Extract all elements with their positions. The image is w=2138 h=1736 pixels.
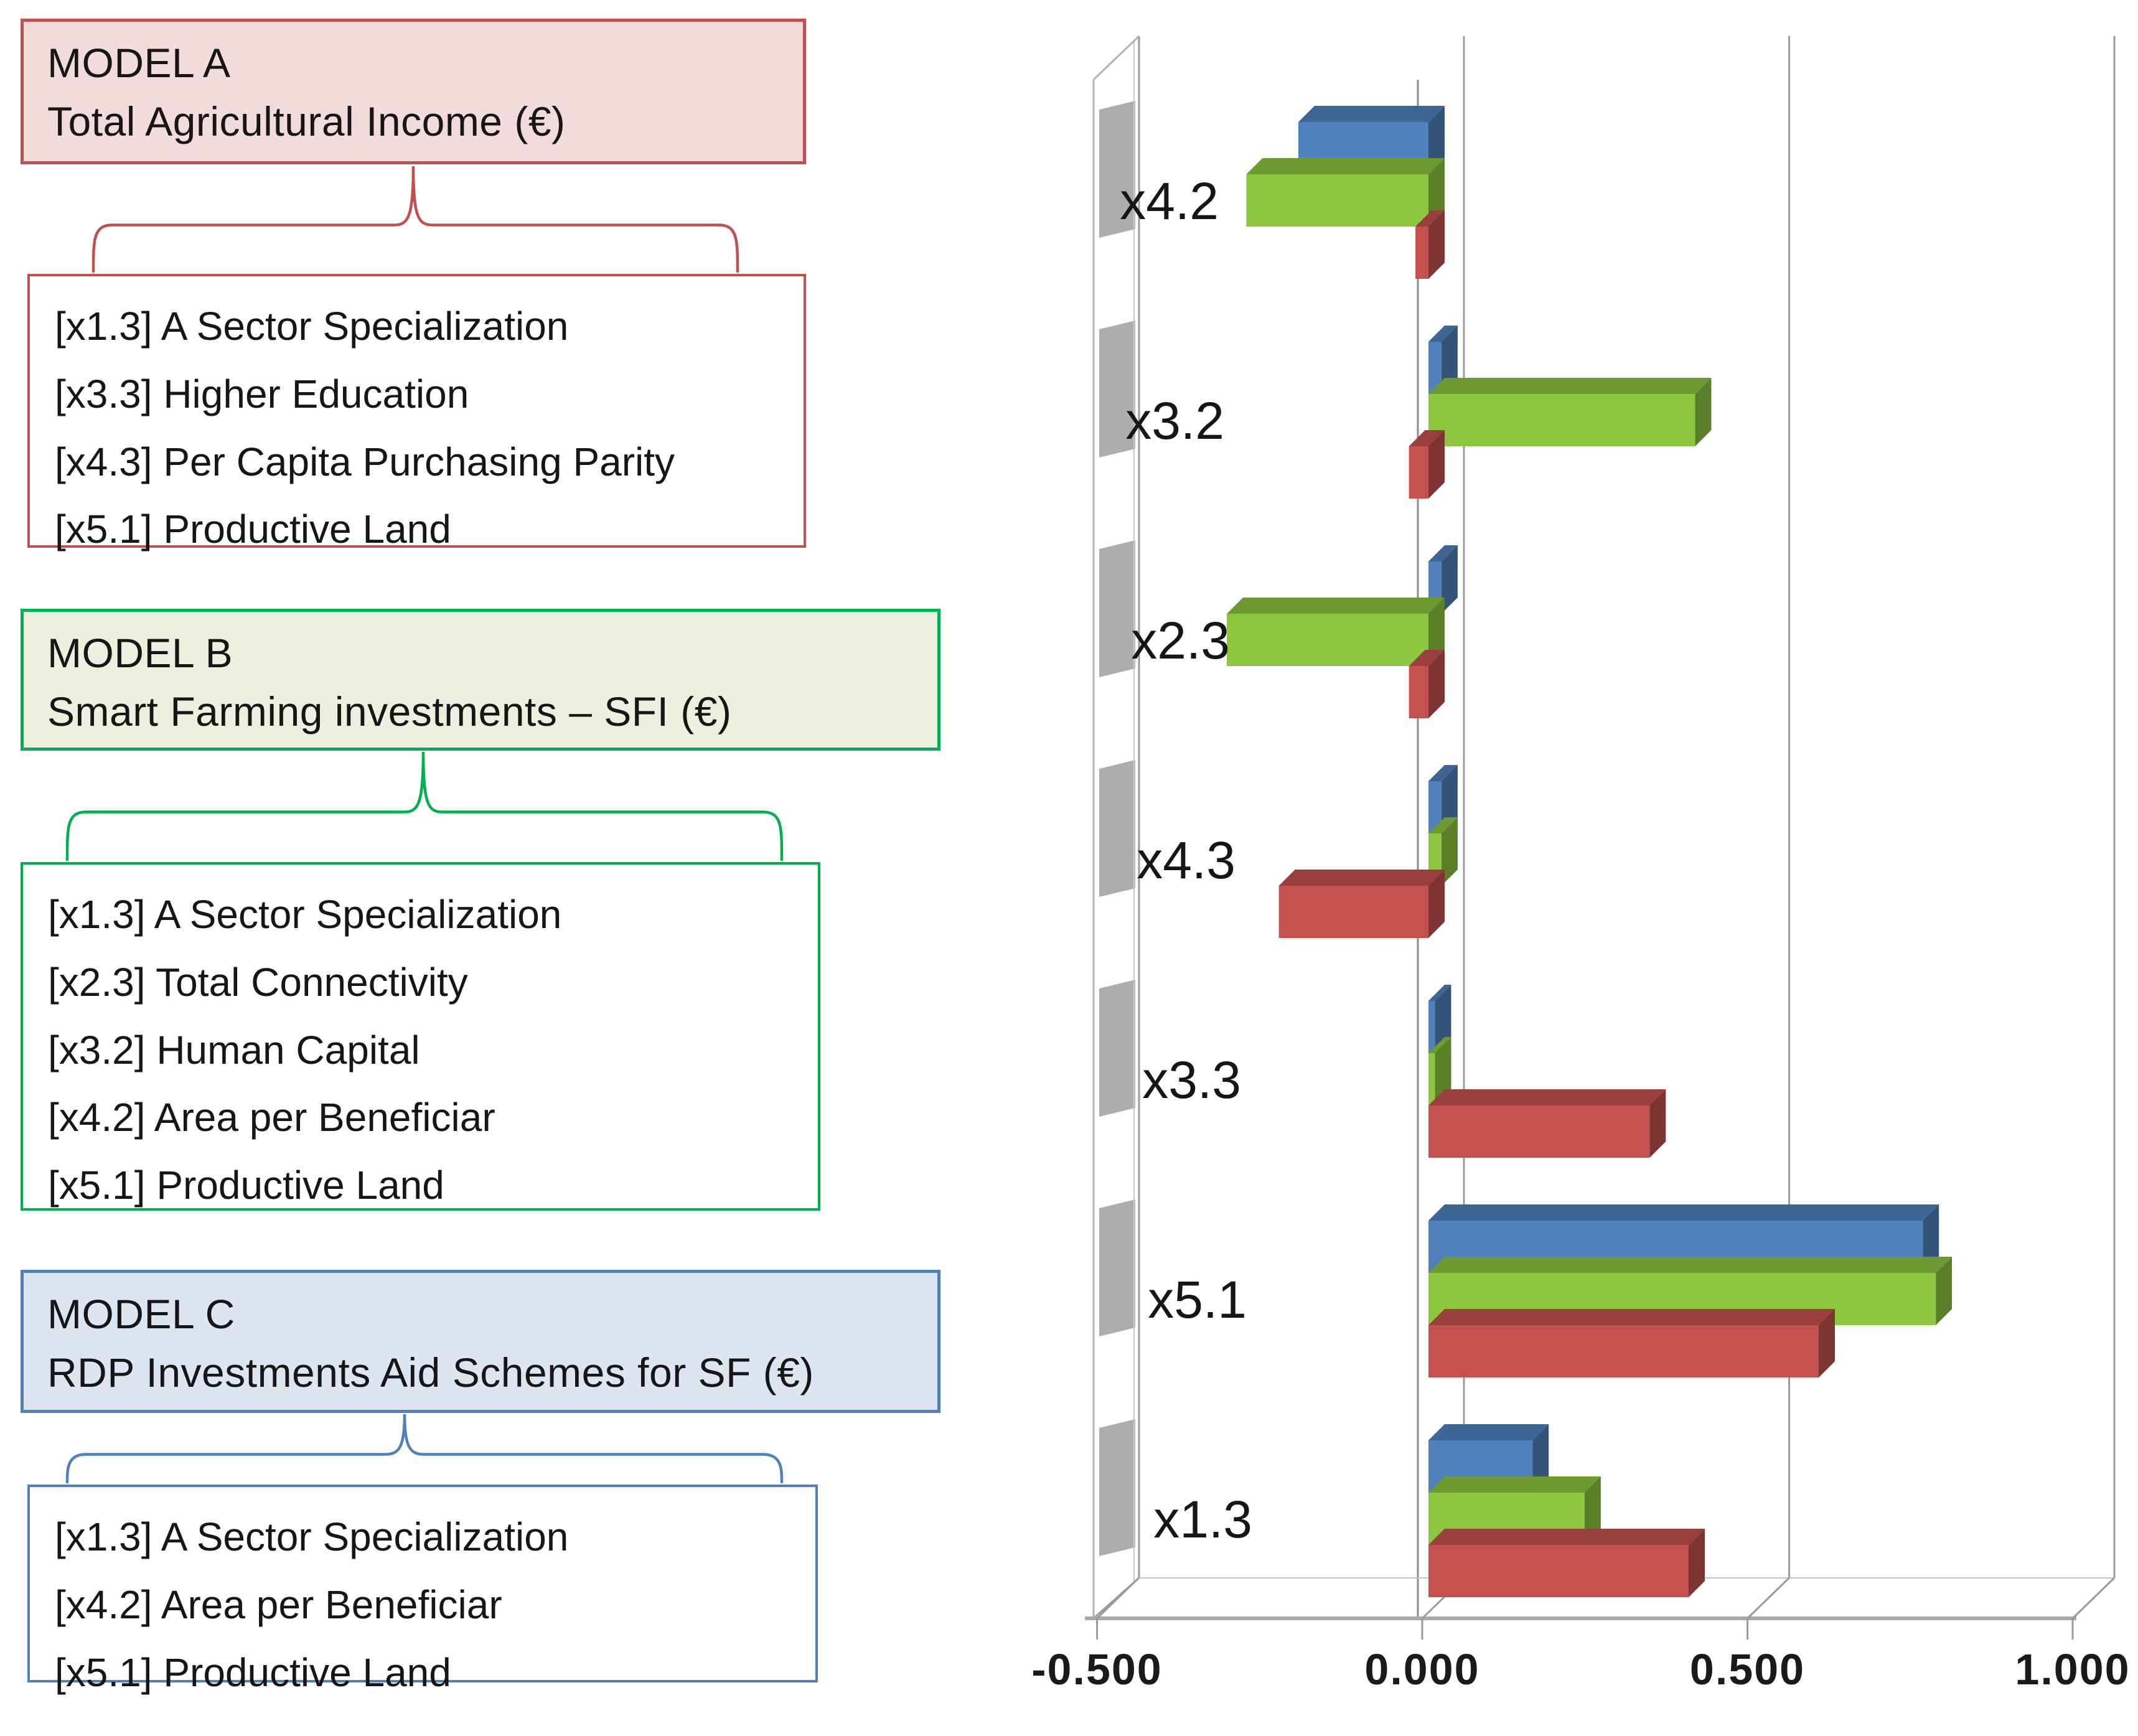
bar-x3.3-red — [1428, 1089, 1666, 1158]
floor-depth-line — [1747, 1577, 1790, 1620]
variable-item: [x3.2] Human Capital — [48, 1027, 420, 1072]
value-axis-labels: -0.500 0.000 0.500 1.000 — [1031, 1645, 2130, 1694]
x-axis-tick-label: 1.000 — [2015, 1645, 2130, 1694]
variable-item: [x4.2] Area per Beneficiar — [48, 1095, 495, 1140]
category-axis-labels: x4.2 x3.2 x2.3 x4.3 x3.3 x5.1 x1.3 — [1120, 172, 1252, 1549]
category-label-x3.3: x3.3 — [1142, 1051, 1241, 1109]
category-label-x3.2: x3.2 — [1125, 392, 1224, 450]
bar-x3.2-red — [1409, 430, 1445, 499]
chart-side-wall — [1092, 35, 1140, 1620]
x-axis-tick-label: -0.500 — [1031, 1645, 1162, 1694]
wall-segment — [1099, 760, 1135, 897]
variable-item: [x5.1] Productive Land — [48, 1163, 444, 1208]
variable-item: [x3.3] Higher Education — [55, 371, 469, 416]
model-c-box: MODEL C RDP Investments Aid Schemes for … — [21, 1270, 940, 1413]
bar-x4.2-green — [1246, 158, 1445, 227]
wall-segment — [1099, 101, 1135, 238]
bar-x3.2-green — [1428, 378, 1712, 446]
variable-item: [x2.3] Total Connectivity — [48, 959, 468, 1005]
model-a-box: MODEL A Total Agricultural Income (€) — [21, 19, 806, 164]
bar-x3.3-blue — [1428, 985, 1451, 1053]
bar-series-group — [1227, 106, 1953, 1597]
category-label-x2.3: x2.3 — [1131, 611, 1230, 670]
model-b-title: MODEL B — [47, 630, 233, 676]
wall-segment — [1099, 980, 1135, 1117]
bar-x2.3-green — [1227, 598, 1445, 666]
bar-x3.3-green — [1428, 1037, 1451, 1105]
bar-x3.2-blue — [1428, 326, 1458, 394]
bar-x4.3-red — [1278, 870, 1445, 938]
model-a-variable-list: [x1.3] A Sector Specialization [x3.3] Hig… — [27, 274, 806, 551]
model-a-variables: [x1.3] A Sector Specialization [x3.3] Hig… — [55, 293, 779, 563]
variable-item: [x5.1] Productive Land — [55, 1649, 451, 1695]
wall-segment — [1099, 540, 1135, 677]
category-label-x5.1: x5.1 — [1148, 1270, 1247, 1329]
model-c-title: MODEL C — [47, 1291, 235, 1337]
category-label-x1.3: x1.3 — [1153, 1490, 1252, 1549]
model-c-subtitle: RDP Investments Aid Schemes for SF (€) — [47, 1349, 814, 1396]
model-b-variables: [x1.3] A Sector Specialization [x2.3] Tot… — [48, 881, 793, 1219]
variable-item: [x1.3] A Sector Specialization — [55, 1514, 569, 1559]
model-b-box: MODEL B Smart Farming investments – SFI … — [21, 609, 940, 751]
model-a-subtitle: Total Agricultural Income (€) — [47, 98, 566, 144]
model-b-variable-list: [x1.3] A Sector Specialization [x2.3] Tot… — [21, 862, 820, 1211]
category-label-x4.3: x4.3 — [1137, 831, 1235, 889]
model-a-title: MODEL A — [47, 40, 231, 86]
variable-item: [x4.3] Per Capita Purchasing Parity — [55, 439, 675, 484]
x-axis-tick-label: 0.500 — [1690, 1645, 1805, 1694]
model-c-variables: [x1.3] A Sector Specialization [x4.2] Are… — [55, 1503, 790, 1706]
variable-item: [x4.2] Area per Beneficiar — [55, 1582, 502, 1627]
x-axis-tick-label: 0.000 — [1364, 1645, 1479, 1694]
chart-gridlines — [1417, 36, 2116, 1618]
model-b-subtitle: Smart Farming investments – SFI (€) — [47, 688, 732, 734]
variable-item: [x1.3] A Sector Specialization — [55, 304, 569, 349]
category-label-x4.2: x4.2 — [1120, 172, 1219, 230]
bar-x5.1-red — [1428, 1309, 1835, 1377]
floor-depth-line — [2071, 1577, 2116, 1620]
variable-item: [x5.1] Productive Land — [55, 507, 451, 552]
wall-segment — [1099, 1419, 1135, 1556]
bar-x4.2-red — [1415, 210, 1445, 279]
wall-segment — [1099, 321, 1135, 457]
bar-x1.3-red — [1428, 1529, 1705, 1597]
bar-x4.3-blue — [1428, 765, 1458, 833]
wall-segment — [1099, 1199, 1135, 1336]
model-c-variable-list: [x1.3] A Sector Specialization [x4.2] Are… — [27, 1485, 818, 1695]
floor-depth-line — [1096, 1577, 1140, 1620]
bar-x2.3-red — [1409, 650, 1445, 718]
variable-item: [x1.3] A Sector Specialization — [48, 892, 562, 937]
